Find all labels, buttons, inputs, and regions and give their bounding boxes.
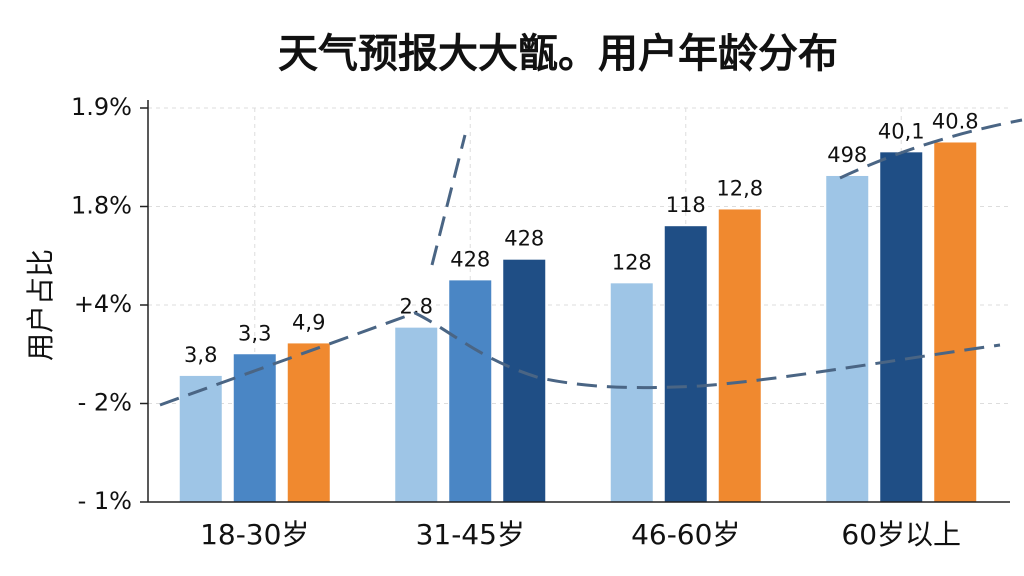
y-tick-label: - 2% — [78, 389, 132, 417]
bar — [826, 175, 869, 502]
y-tick-label: 1.9% — [71, 93, 132, 121]
chart-title: 天气预报大大甑。用户年龄分布 — [278, 31, 838, 77]
bar-label: 428 — [450, 247, 490, 271]
trend-line — [839, 118, 1023, 180]
bar — [880, 152, 923, 502]
bar — [664, 226, 707, 502]
trend-lines — [159, 118, 1023, 407]
bar-label: 40,1 — [878, 119, 925, 143]
bar — [934, 142, 977, 502]
bar — [449, 280, 492, 502]
bar-label: 3,8 — [184, 343, 217, 367]
x-tick-label: 60岁以上 — [841, 518, 961, 551]
y-tick-label: - 1% — [78, 487, 132, 515]
bar — [287, 343, 330, 502]
y-tick-label: 1.8% — [71, 192, 132, 220]
bar-label: 428 — [504, 227, 544, 251]
trend-line — [159, 311, 1001, 407]
x-tick-label: 31-45岁 — [416, 518, 525, 551]
bar-label: 3,3 — [238, 321, 271, 345]
bar — [395, 327, 438, 502]
bar — [503, 259, 546, 502]
bar-label: 40.8 — [932, 109, 979, 133]
y-axis-label: 用户占比 — [24, 249, 57, 361]
bar-label: 4,9 — [292, 310, 325, 334]
y-tick-label: +4% — [74, 290, 132, 318]
bar — [179, 375, 222, 502]
bar-label: 128 — [612, 250, 652, 274]
x-tick-label: 46-60岁 — [631, 518, 740, 551]
bar — [233, 354, 276, 502]
bar — [610, 283, 653, 502]
trend-line — [430, 134, 467, 266]
bar — [718, 209, 761, 502]
bar-label: 12,8 — [716, 176, 763, 200]
x-tick-label: 18-30岁 — [200, 518, 309, 551]
bar-label: 498 — [827, 143, 867, 167]
bar-label: 118 — [666, 193, 706, 217]
